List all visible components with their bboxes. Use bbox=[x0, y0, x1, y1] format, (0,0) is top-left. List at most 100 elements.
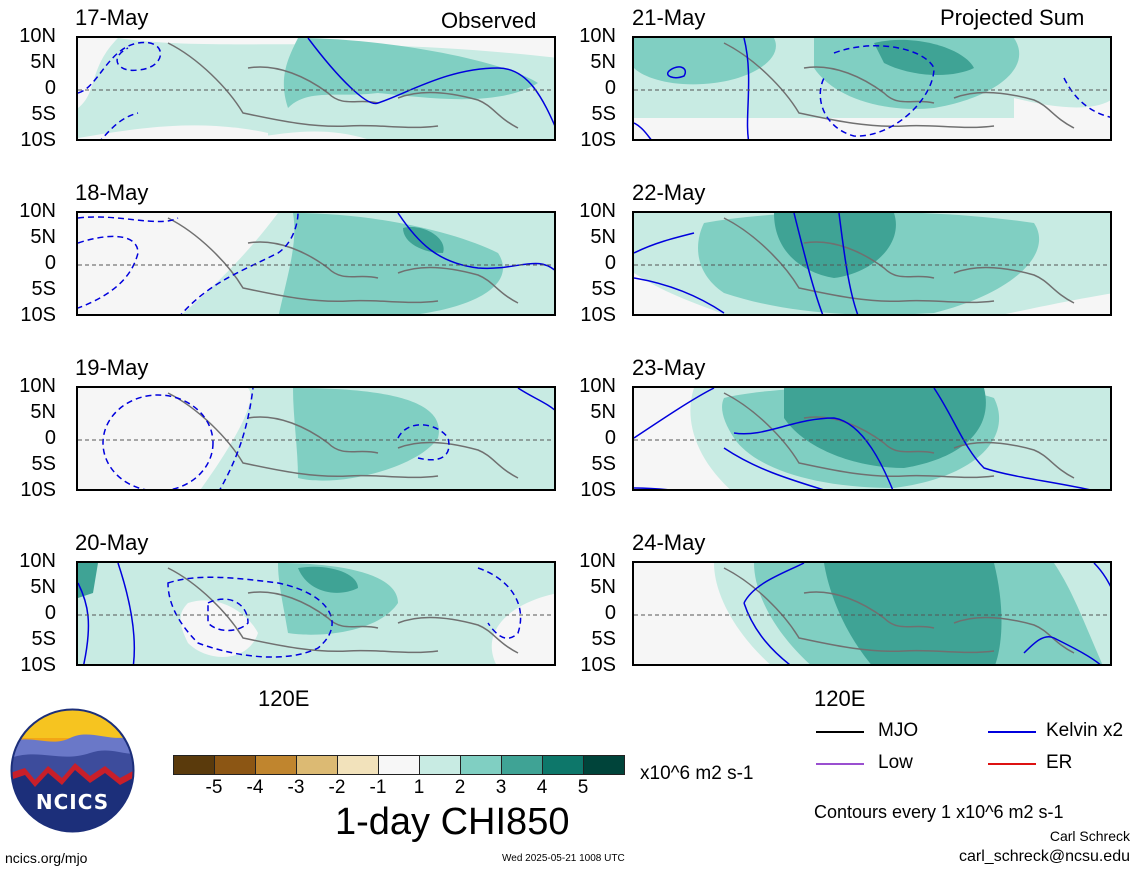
colorbar-label: 5 bbox=[577, 777, 589, 798]
y-tick-10s: 10S bbox=[20, 129, 56, 151]
y-tick-0: 0 bbox=[44, 602, 56, 624]
colorbar-label: -4 bbox=[246, 777, 264, 798]
y-tick-5s: 5S bbox=[31, 628, 56, 650]
map-panel-18-may bbox=[76, 211, 556, 316]
colorbar-bin bbox=[460, 755, 502, 775]
panel-date-17-may: 17-May bbox=[75, 5, 149, 30]
contour-note: Contours every 1 x10^6 m2 s-1 bbox=[814, 802, 1064, 822]
colorbar-bin bbox=[419, 755, 461, 775]
y-tick-5s: 5S bbox=[591, 628, 616, 650]
colorbar-bin bbox=[214, 755, 256, 775]
panel-date-20-may: 20-May bbox=[75, 530, 149, 555]
legend-label-kelvin: Kelvin x2 bbox=[1046, 720, 1124, 741]
y-tick-5n: 5N bbox=[30, 576, 56, 598]
y-tick-5n: 5N bbox=[590, 226, 616, 248]
y-tick-10n: 10N bbox=[579, 375, 616, 397]
observed-label: Observed bbox=[441, 8, 537, 33]
colorbar-label: -2 bbox=[328, 777, 346, 798]
y-tick-0: 0 bbox=[44, 252, 56, 274]
y-tick-10s: 10S bbox=[20, 654, 56, 676]
panel-date-19-may: 19-May bbox=[75, 355, 149, 380]
y-tick-0: 0 bbox=[604, 427, 616, 449]
plot-title: 1-day CHI850 bbox=[335, 801, 570, 843]
map-panel-24-may bbox=[632, 561, 1112, 666]
y-tick-10n: 10N bbox=[19, 200, 56, 222]
colorbar-label: 2 bbox=[454, 777, 466, 798]
colorbar-bin bbox=[173, 755, 215, 775]
y-tick-10n: 10N bbox=[579, 200, 616, 222]
legend-line-mjo bbox=[816, 731, 864, 733]
logo-text: NCICS bbox=[35, 790, 110, 814]
panel-date-23-may: 23-May bbox=[632, 355, 706, 380]
y-tick-0: 0 bbox=[44, 77, 56, 99]
x-tick-120e-right: 120E bbox=[814, 686, 866, 711]
colorbar-bin bbox=[378, 755, 420, 775]
y-tick-0: 0 bbox=[604, 77, 616, 99]
colorbar-bin bbox=[542, 755, 584, 775]
map-panel-19-may bbox=[76, 386, 556, 491]
map-panel-20-may bbox=[76, 561, 556, 666]
y-tick-5n: 5N bbox=[590, 401, 616, 423]
y-tick-10s: 10S bbox=[20, 304, 56, 326]
ncics-logo: NCICS bbox=[10, 708, 135, 833]
legend-label-er: ER bbox=[1046, 752, 1073, 773]
y-tick-0: 0 bbox=[44, 427, 56, 449]
panel-date-22-may: 22-May bbox=[632, 180, 706, 205]
y-tick-10s: 10S bbox=[580, 304, 616, 326]
y-tick-5s: 5S bbox=[591, 103, 616, 125]
site-link[interactable]: ncics.org/mjo bbox=[5, 850, 88, 866]
colorbar-label: 1 bbox=[413, 777, 425, 798]
y-tick-10n: 10N bbox=[19, 375, 56, 397]
y-tick-5n: 5N bbox=[30, 401, 56, 423]
y-tick-5s: 5S bbox=[31, 453, 56, 475]
y-tick-5n: 5N bbox=[30, 226, 56, 248]
y-tick-10s: 10S bbox=[580, 479, 616, 501]
y-tick-5n: 5N bbox=[590, 576, 616, 598]
legend-label-mjo: MJO bbox=[878, 720, 919, 741]
projected-sum-label: Projected Sum bbox=[940, 5, 1085, 30]
map-panel-17-may bbox=[76, 36, 556, 141]
colorbar-bin bbox=[255, 755, 297, 775]
map-panel-23-may bbox=[632, 386, 1112, 491]
colorbar-bin bbox=[501, 755, 543, 775]
colorbar-label: -1 bbox=[369, 777, 387, 798]
y-tick-10n: 10N bbox=[19, 25, 56, 47]
y-tick-10s: 10S bbox=[580, 654, 616, 676]
y-tick-5s: 5S bbox=[591, 453, 616, 475]
colorbar bbox=[173, 755, 625, 775]
panel-date-21-may: 21-May bbox=[632, 5, 706, 30]
y-tick-10n: 10N bbox=[579, 550, 616, 572]
legend-line-low bbox=[816, 763, 864, 765]
colorbar-bin bbox=[337, 755, 379, 775]
panel-date-18-may: 18-May bbox=[75, 180, 149, 205]
colorbar-units: x10^6 m2 s-1 bbox=[640, 763, 754, 784]
y-tick-5s: 5S bbox=[31, 278, 56, 300]
colorbar-label: 3 bbox=[495, 777, 507, 798]
legend-line-kelvin bbox=[988, 731, 1036, 733]
colorbar-label: -3 bbox=[287, 777, 305, 798]
colorbar-bin bbox=[583, 755, 625, 775]
y-tick-10n: 10N bbox=[579, 25, 616, 47]
map-panel-21-may bbox=[632, 36, 1112, 141]
credit-name: Carl Schreck bbox=[1049, 828, 1130, 844]
credit-email: carl_schreck@ncsu.edu bbox=[959, 848, 1130, 865]
y-tick-5s: 5S bbox=[591, 278, 616, 300]
legend-line-er bbox=[988, 763, 1036, 765]
y-tick-5n: 5N bbox=[590, 51, 616, 73]
colorbar-bin bbox=[296, 755, 338, 775]
y-tick-0: 0 bbox=[604, 602, 616, 624]
y-tick-5s: 5S bbox=[31, 103, 56, 125]
colorbar-label: -5 bbox=[205, 777, 223, 798]
y-tick-10s: 10S bbox=[20, 479, 56, 501]
colorbar-labels: -5 -4 -3 -2 -1 1 2 3 4 5 bbox=[173, 777, 625, 801]
colorbar-label: 4 bbox=[536, 777, 548, 798]
y-tick-10n: 10N bbox=[19, 550, 56, 572]
y-tick-10s: 10S bbox=[580, 129, 616, 151]
x-tick-120e-left: 120E bbox=[258, 686, 310, 711]
map-panel-22-may bbox=[632, 211, 1112, 316]
y-tick-5n: 5N bbox=[30, 51, 56, 73]
y-tick-0: 0 bbox=[604, 252, 616, 274]
panel-date-24-may: 24-May bbox=[632, 530, 706, 555]
legend-label-low: Low bbox=[878, 752, 913, 773]
timestamp: Wed 2025-05-21 1008 UTC bbox=[502, 853, 625, 864]
